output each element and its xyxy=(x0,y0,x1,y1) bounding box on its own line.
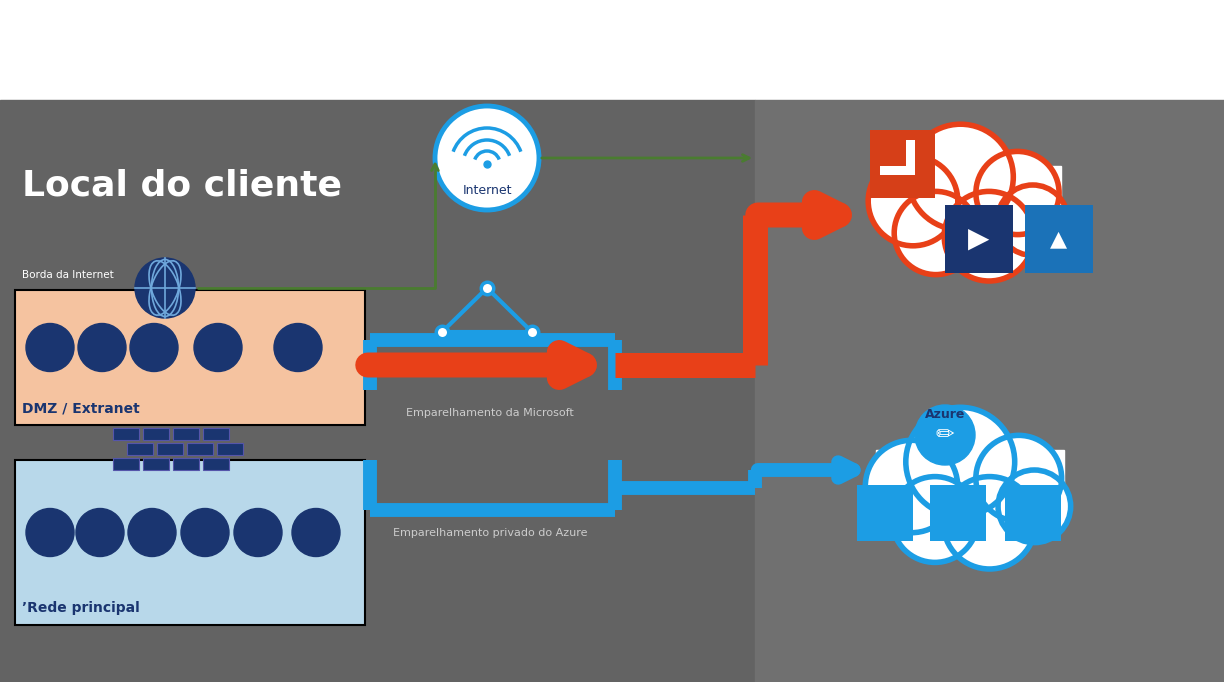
FancyBboxPatch shape xyxy=(113,458,140,470)
Circle shape xyxy=(976,435,1061,521)
Bar xyxy=(755,100,1224,682)
Circle shape xyxy=(26,323,73,372)
Bar xyxy=(876,450,1064,516)
Bar xyxy=(880,140,916,175)
Circle shape xyxy=(895,192,978,275)
Text: Azure: Azure xyxy=(925,409,966,421)
Bar xyxy=(870,130,935,198)
Circle shape xyxy=(435,106,539,210)
Circle shape xyxy=(906,407,1015,516)
Text: ▶: ▶ xyxy=(968,225,990,253)
FancyBboxPatch shape xyxy=(173,428,200,440)
Circle shape xyxy=(998,470,1071,543)
Text: ✏: ✏ xyxy=(935,425,955,445)
Circle shape xyxy=(868,156,958,246)
Circle shape xyxy=(76,509,124,557)
Circle shape xyxy=(916,405,976,465)
FancyBboxPatch shape xyxy=(157,443,184,455)
FancyBboxPatch shape xyxy=(113,428,140,440)
Circle shape xyxy=(78,323,126,372)
FancyBboxPatch shape xyxy=(203,428,229,440)
Circle shape xyxy=(135,258,195,318)
FancyBboxPatch shape xyxy=(143,458,169,470)
Bar xyxy=(876,450,1064,516)
Bar xyxy=(880,140,906,166)
Circle shape xyxy=(130,323,177,372)
Circle shape xyxy=(26,509,73,557)
Text: DMZ / Extranet: DMZ / Extranet xyxy=(22,401,140,415)
Bar xyxy=(15,290,365,425)
Circle shape xyxy=(193,323,242,372)
Circle shape xyxy=(274,323,322,372)
Circle shape xyxy=(976,151,1059,235)
Text: ’Rede principal: ’Rede principal xyxy=(22,601,140,615)
Bar xyxy=(879,166,1061,230)
Bar xyxy=(15,460,365,625)
Circle shape xyxy=(998,185,1067,255)
Text: ▲: ▲ xyxy=(1050,229,1067,249)
Circle shape xyxy=(234,509,282,557)
Circle shape xyxy=(944,192,1034,281)
Circle shape xyxy=(892,477,978,563)
Circle shape xyxy=(293,509,340,557)
FancyBboxPatch shape xyxy=(187,443,213,455)
Text: Microsoft Cloud: Microsoft Cloud xyxy=(810,38,1045,67)
Text: Borda da Internet: Borda da Internet xyxy=(22,270,114,280)
FancyBboxPatch shape xyxy=(217,443,244,455)
Text: Emparelhamento da Microsoft: Emparelhamento da Microsoft xyxy=(406,408,574,418)
Bar xyxy=(0,100,755,682)
Text: Emparelhamento privado do Azure: Emparelhamento privado do Azure xyxy=(393,528,588,538)
Circle shape xyxy=(908,124,1013,230)
Circle shape xyxy=(129,509,176,557)
Text: Internet: Internet xyxy=(463,185,512,198)
Bar xyxy=(0,0,1224,100)
Bar xyxy=(930,485,987,541)
Circle shape xyxy=(181,509,229,557)
FancyBboxPatch shape xyxy=(143,428,169,440)
Bar xyxy=(1005,485,1061,541)
Bar xyxy=(857,485,913,541)
Bar xyxy=(879,166,1061,230)
Text: Local do cliente: Local do cliente xyxy=(22,168,341,202)
FancyBboxPatch shape xyxy=(173,458,200,470)
Circle shape xyxy=(865,441,957,533)
Bar xyxy=(1024,205,1093,273)
FancyBboxPatch shape xyxy=(203,458,229,470)
Bar xyxy=(945,205,1013,273)
FancyBboxPatch shape xyxy=(127,443,153,455)
Circle shape xyxy=(944,477,1036,569)
